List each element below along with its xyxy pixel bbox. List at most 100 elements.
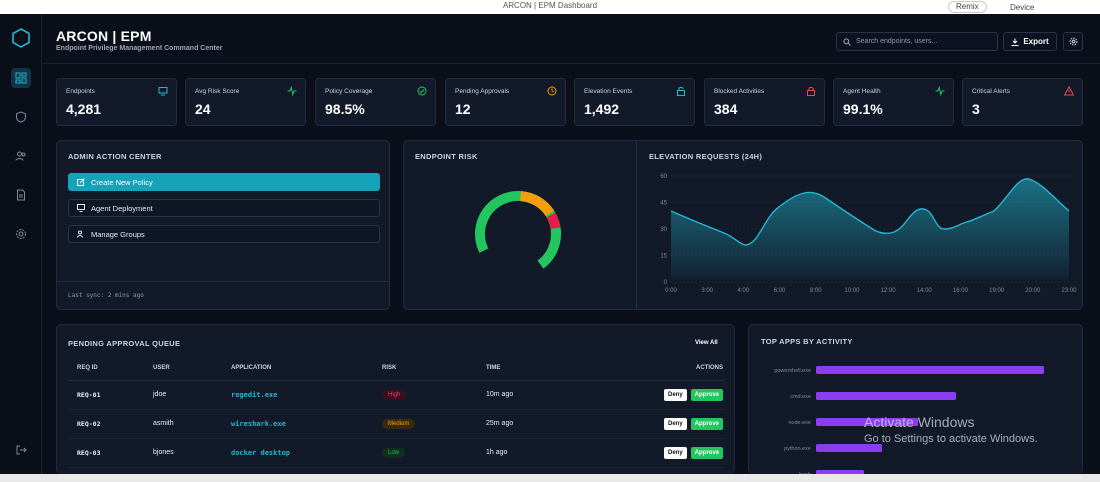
donut-low-segment: [475, 191, 561, 278]
windows-activation-watermark: Activate Windows Go to Settings to activ…: [864, 414, 1038, 445]
app-category-label: node.exe: [788, 420, 811, 426]
divider: [636, 141, 637, 309]
x-tick-label: 4:00: [738, 288, 750, 294]
download-icon: [1011, 38, 1019, 46]
pending-approval-queue: PENDING APPROVAL QUEUE View All REQ ID U…: [56, 324, 735, 474]
settings-icon[interactable]: [11, 224, 31, 244]
taskbar: [0, 474, 1100, 482]
kpi-label: Pending Approvals: [455, 88, 510, 95]
risk-badge: Medium: [382, 418, 416, 429]
application-cell: docker desktop: [231, 438, 382, 468]
x-tick-label: 16:00: [953, 288, 969, 294]
kpi-card-elevation-events: Elevation Events 1,492: [574, 78, 695, 126]
queue-title: PENDING APPROVAL QUEUE: [68, 339, 181, 348]
donut-medium-segment: [475, 191, 561, 277]
kpi-card-critical-alerts: Critical Alerts 3: [962, 78, 1083, 126]
kpi-value: 1,492: [584, 101, 620, 117]
divider: [57, 281, 389, 282]
settings-button[interactable]: [1063, 32, 1083, 51]
x-tick-label: 23:00: [1061, 288, 1077, 294]
approve-button[interactable]: Approve: [690, 417, 723, 430]
kpi-card-avg-risk-score: Avg Risk Score 24: [185, 78, 306, 126]
kpi-value: 98.5%: [325, 101, 365, 117]
column-header: APPLICATION: [231, 356, 382, 381]
time-cell: 1h ago: [486, 438, 652, 468]
table-row: REQ-01 jdoe regedit.exe High 10m ago Den…: [68, 380, 725, 410]
search-icon: [843, 37, 851, 46]
search-input[interactable]: Search endpoints, users...: [836, 32, 998, 51]
create-policy-button[interactable]: Create New Policy: [68, 173, 380, 191]
x-tick-label: 0:00: [665, 288, 677, 294]
app-category-label: python.exe: [784, 446, 811, 452]
x-tick-label: 10:00: [844, 288, 860, 294]
sidebar: [0, 14, 42, 474]
y-tick-label: 0: [664, 280, 668, 286]
kpi-card-pending-approvals: Pending Approvals 12: [445, 78, 566, 126]
shield-icon[interactable]: [11, 107, 31, 127]
approve-button[interactable]: Approve: [690, 388, 723, 401]
brand-title: ARCON | EPM: [56, 28, 152, 44]
last-sync-text: Last sync: 2 mins ago: [68, 292, 144, 299]
view-all-link[interactable]: View All: [695, 340, 718, 346]
y-tick-label: 15: [660, 254, 667, 260]
app-activity-bar: [816, 366, 1044, 374]
dashboard-icon[interactable]: [11, 68, 31, 88]
check-circle-icon: [417, 86, 427, 96]
risk-badge: Low: [382, 447, 406, 458]
watermark-line-1: Activate Windows: [864, 414, 975, 430]
kpi-card-blocked-activities: Blocked Activities 384: [704, 78, 825, 126]
unlock-icon: [677, 86, 685, 96]
deny-button[interactable]: Deny: [663, 446, 687, 459]
agent-deployment-button[interactable]: Agent Deployment: [68, 199, 380, 217]
application-cell: regedit.exe: [231, 380, 382, 410]
kpi-value: 4,281: [66, 101, 102, 117]
top-apps-panel: TOP APPS BY ACTIVITY powershell.exe cmd.e…: [748, 324, 1083, 475]
logout-icon[interactable]: [11, 440, 31, 460]
x-tick-label: 3:00: [701, 288, 713, 294]
x-tick-label: 19:00: [989, 288, 1005, 294]
kpi-label: Avg Risk Score: [195, 88, 240, 95]
remix-button[interactable]: Remix: [948, 1, 987, 13]
users-icon[interactable]: [11, 146, 31, 166]
app-category-label: powershell.exe: [774, 368, 811, 374]
time-cell: 10m ago: [486, 380, 652, 410]
kpi-value: 384: [714, 101, 738, 117]
column-header: USER: [153, 356, 231, 381]
deny-button[interactable]: Deny: [663, 388, 687, 401]
app-activity-bar: [816, 444, 882, 452]
risk-badge: High: [382, 389, 407, 400]
agent-deployment-label: Agent Deployment: [91, 203, 153, 213]
kpi-label: Blocked Activities: [714, 88, 765, 95]
table-header-row: REQ ID USER APPLICATION RISK TIME ACTION…: [68, 356, 725, 381]
monitor-icon: [158, 87, 168, 96]
export-label: Export: [1023, 37, 1049, 46]
kpi-card-policy-coverage: Policy Coverage 98.5%: [315, 78, 436, 126]
req-id-cell: REQ-02: [77, 409, 153, 439]
elevation-title: ELEVATION REQUESTS (24H): [649, 152, 763, 161]
app-activity-bar: [816, 392, 956, 400]
watermark-line-2: Go to Settings to activate Windows.: [864, 433, 1038, 445]
top-apps-title: TOP APPS BY ACTIVITY: [761, 337, 853, 346]
document-icon[interactable]: [11, 185, 31, 205]
export-button[interactable]: Export: [1003, 32, 1057, 51]
column-header: ACTIONS: [652, 356, 725, 381]
page-subtitle: Endpoint Privilege Management Command Ce…: [56, 45, 223, 52]
deny-button[interactable]: Deny: [663, 417, 687, 430]
device-button[interactable]: Device: [1010, 2, 1035, 12]
kpi-label: Agent Health: [843, 88, 881, 95]
column-header: RISK: [382, 356, 486, 381]
application-cell: wireshark.exe: [231, 409, 382, 439]
manage-groups-button[interactable]: Manage Groups: [68, 225, 380, 243]
endpoint-risk-donut: [475, 191, 561, 278]
kpi-value: 12: [455, 101, 471, 117]
alert-triangle-icon: [1064, 86, 1074, 96]
kpi-label: Endpoints: [66, 88, 95, 95]
lock-icon: [807, 86, 815, 96]
approval-table: REQ ID USER APPLICATION RISK TIME ACTION…: [68, 356, 725, 468]
hexagon-logo-icon: [12, 28, 30, 48]
elevation-area-line: [670, 178, 1070, 246]
kpi-value: 24: [195, 101, 211, 117]
panel-title: ADMIN ACTION CENTER: [68, 152, 162, 161]
approve-button[interactable]: Approve: [690, 446, 723, 459]
x-tick-label: 12:00: [881, 288, 897, 294]
